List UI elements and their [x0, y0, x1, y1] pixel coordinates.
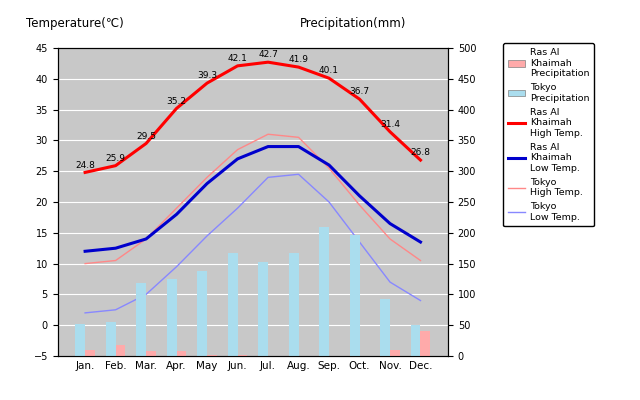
Bar — [197, 271, 207, 356]
Text: 31.4: 31.4 — [380, 120, 400, 129]
Text: 39.3: 39.3 — [197, 71, 217, 80]
Text: 36.7: 36.7 — [349, 87, 369, 96]
Text: 24.8: 24.8 — [75, 161, 95, 170]
Bar — [76, 324, 85, 356]
Bar — [380, 299, 390, 356]
Legend: Ras Al
Khaimah
Precipitation, Tokyo
Precipitation, Ras Al
Khaimah
High Temp., Ra: Ras Al Khaimah Precipitation, Tokyo Prec… — [504, 44, 594, 226]
Text: 40.1: 40.1 — [319, 66, 339, 76]
Bar — [259, 262, 268, 356]
Text: Precipitation(mm): Precipitation(mm) — [300, 16, 406, 30]
Text: Temperature(℃): Temperature(℃) — [26, 16, 124, 30]
Bar — [207, 355, 217, 356]
Bar — [146, 351, 156, 356]
Bar — [228, 252, 237, 356]
Text: 42.1: 42.1 — [228, 54, 248, 63]
Bar — [289, 252, 298, 356]
Text: 25.9: 25.9 — [106, 154, 125, 163]
Bar — [85, 350, 95, 356]
Bar — [349, 235, 360, 356]
Bar — [420, 331, 430, 356]
Text: 29.5: 29.5 — [136, 132, 156, 141]
Bar — [177, 351, 186, 356]
Bar — [167, 279, 177, 356]
Text: 35.2: 35.2 — [166, 96, 187, 106]
Bar — [136, 283, 146, 356]
Bar — [411, 324, 420, 356]
Text: 41.9: 41.9 — [289, 55, 308, 64]
Bar — [106, 322, 116, 356]
Bar — [319, 227, 329, 356]
Bar — [116, 345, 125, 356]
Bar — [390, 350, 400, 356]
Text: 42.7: 42.7 — [258, 50, 278, 59]
Text: 26.8: 26.8 — [410, 148, 431, 157]
Bar — [237, 355, 247, 356]
